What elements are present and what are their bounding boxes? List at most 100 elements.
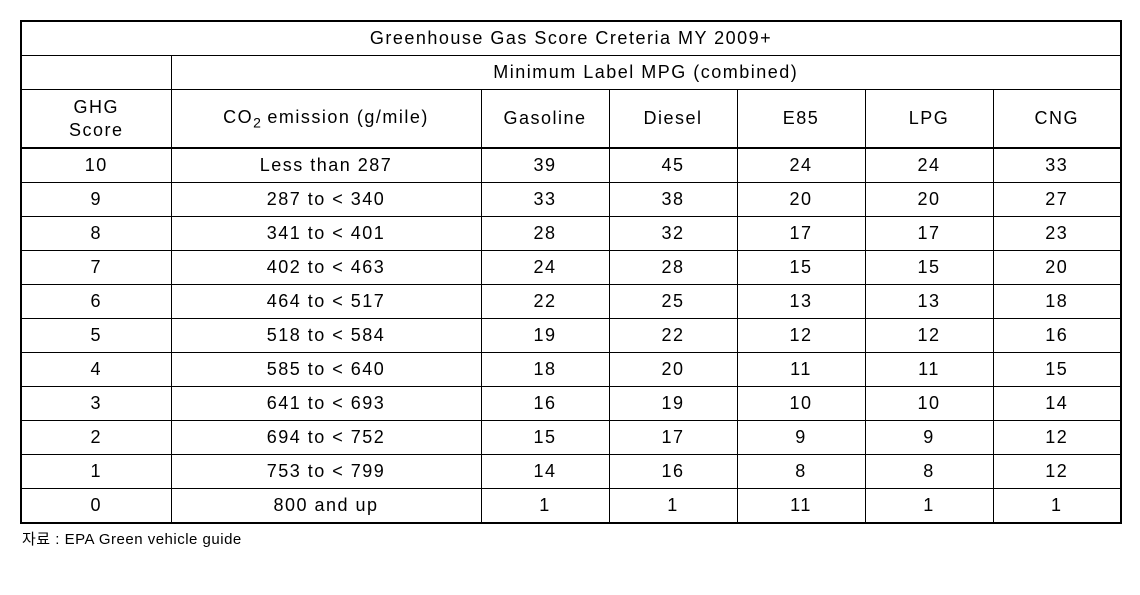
cell-lpg: 11 [865,353,993,387]
cell-gasoline: 39 [481,148,609,183]
cell-co2: 287 to < 340 [171,183,481,217]
cell-diesel: 19 [609,387,737,421]
col-cng: CNG [993,90,1121,149]
col-gasoline: Gasoline [481,90,609,149]
cell-co2: 518 to < 584 [171,319,481,353]
header-group-mpg: Minimum Label MPG (combined) [171,56,1121,90]
cell-e85: 15 [737,251,865,285]
table-body: 10Less than 28739452424339287 to < 34033… [21,148,1121,523]
cell-score: 5 [21,319,171,353]
cell-gasoline: 1 [481,489,609,524]
cell-lpg: 12 [865,319,993,353]
cell-co2: 585 to < 640 [171,353,481,387]
source-citation: 자료 : EPA Green vehicle guide [20,528,1120,549]
cell-score: 2 [21,421,171,455]
cell-gasoline: 19 [481,319,609,353]
cell-score: 7 [21,251,171,285]
cell-co2: 402 to < 463 [171,251,481,285]
cell-lpg: 20 [865,183,993,217]
cell-score: 6 [21,285,171,319]
cell-score: 3 [21,387,171,421]
cell-score: 9 [21,183,171,217]
cell-diesel: 25 [609,285,737,319]
table-row: 9287 to < 3403338202027 [21,183,1121,217]
cell-e85: 17 [737,217,865,251]
col-ghg-score: GHG Score [21,90,171,149]
cell-diesel: 22 [609,319,737,353]
cell-e85: 20 [737,183,865,217]
table-row: 10Less than 2873945242433 [21,148,1121,183]
cell-co2: 800 and up [171,489,481,524]
table-row: 0800 and up111111 [21,489,1121,524]
cell-score: 4 [21,353,171,387]
cell-cng: 20 [993,251,1121,285]
cell-lpg: 1 [865,489,993,524]
cell-lpg: 17 [865,217,993,251]
cell-cng: 33 [993,148,1121,183]
cell-cng: 18 [993,285,1121,319]
cell-co2: 694 to < 752 [171,421,481,455]
cell-gasoline: 22 [481,285,609,319]
cell-lpg: 15 [865,251,993,285]
table-row: 8341 to < 4012832171723 [21,217,1121,251]
cell-lpg: 13 [865,285,993,319]
cell-co2: 464 to < 517 [171,285,481,319]
table-row: 4585 to < 6401820111115 [21,353,1121,387]
col-lpg: LPG [865,90,993,149]
cell-gasoline: 28 [481,217,609,251]
table-row: 1753 to < 79914168812 [21,455,1121,489]
cell-diesel: 16 [609,455,737,489]
cell-e85: 9 [737,421,865,455]
cell-co2: Less than 287 [171,148,481,183]
cell-co2: 641 to < 693 [171,387,481,421]
cell-cng: 14 [993,387,1121,421]
cell-diesel: 1 [609,489,737,524]
table-row: 5518 to < 5841922121216 [21,319,1121,353]
cell-e85: 11 [737,489,865,524]
cell-cng: 15 [993,353,1121,387]
ghg-score-table: Greenhouse Gas Score Creteria MY 2009+ M… [20,20,1122,524]
cell-diesel: 17 [609,421,737,455]
table-header: Greenhouse Gas Score Creteria MY 2009+ M… [21,21,1121,148]
cell-score: 1 [21,455,171,489]
cell-lpg: 24 [865,148,993,183]
cell-gasoline: 24 [481,251,609,285]
cell-gasoline: 15 [481,421,609,455]
col-diesel: Diesel [609,90,737,149]
cell-gasoline: 18 [481,353,609,387]
cell-diesel: 45 [609,148,737,183]
table-row: 7402 to < 4632428151520 [21,251,1121,285]
cell-diesel: 28 [609,251,737,285]
table-row: 3641 to < 6931619101014 [21,387,1121,421]
cell-lpg: 9 [865,421,993,455]
cell-gasoline: 14 [481,455,609,489]
cell-e85: 11 [737,353,865,387]
cell-diesel: 32 [609,217,737,251]
cell-diesel: 20 [609,353,737,387]
cell-gasoline: 33 [481,183,609,217]
cell-cng: 16 [993,319,1121,353]
cell-cng: 27 [993,183,1121,217]
cell-score: 8 [21,217,171,251]
cell-lpg: 10 [865,387,993,421]
table-row: 2694 to < 75215179912 [21,421,1121,455]
col-co2-emission: CO2 emission (g/mile) [171,90,481,149]
cell-e85: 24 [737,148,865,183]
cell-cng: 12 [993,455,1121,489]
cell-e85: 8 [737,455,865,489]
cell-co2: 753 to < 799 [171,455,481,489]
cell-gasoline: 16 [481,387,609,421]
col-e85: E85 [737,90,865,149]
cell-diesel: 38 [609,183,737,217]
header-empty-cell [21,56,171,90]
cell-e85: 12 [737,319,865,353]
table-title: Greenhouse Gas Score Creteria MY 2009+ [21,21,1121,56]
cell-cng: 1 [993,489,1121,524]
cell-cng: 12 [993,421,1121,455]
cell-score: 10 [21,148,171,183]
table-row: 6464 to < 5172225131318 [21,285,1121,319]
cell-co2: 341 to < 401 [171,217,481,251]
cell-score: 0 [21,489,171,524]
cell-lpg: 8 [865,455,993,489]
cell-e85: 13 [737,285,865,319]
